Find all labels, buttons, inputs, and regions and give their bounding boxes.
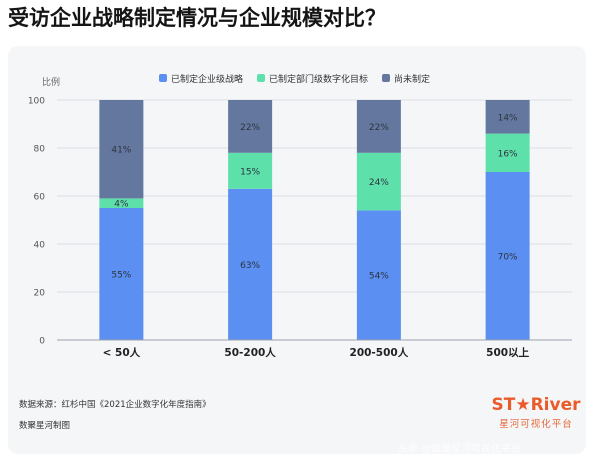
legend-swatch-series3 [382, 74, 391, 82]
data-label: 41% [111, 146, 131, 156]
legend-label-series3: 尚未制定 [394, 74, 431, 85]
bar-segment-series2 [485, 133, 530, 172]
legend-label-series2: 已制定部门级数字化目标 [269, 74, 369, 85]
page-title: 受访企业战略制定情况与企业规模对比？ [8, 6, 386, 30]
data-label: 22% [240, 123, 260, 133]
data-source-note: 数据来源：红杉中国《2021企业数字化年度指南》 [19, 400, 211, 410]
data-label: 16% [498, 149, 518, 159]
y-tick-label: 60 [34, 193, 46, 203]
bar-segment-series1 [485, 172, 530, 340]
x-tick-label: 500以上 [486, 346, 529, 359]
brand-block: ST★River 星河可视化平台 [490, 395, 582, 430]
bar-segment-series3 [99, 100, 144, 199]
y-axis-label: 比例 [42, 76, 60, 88]
bar-segment-series2 [99, 198, 144, 208]
chart-legend: 已制定企业级战略 已制定部门级数字化目标 尚未制定 [159, 71, 430, 85]
bar-segment-series2 [228, 152, 273, 189]
y-tick-label: 80 [34, 145, 46, 155]
data-label: 54% [369, 272, 389, 282]
bar-segment-series1 [228, 188, 273, 340]
legend-swatch-series1 [159, 74, 167, 82]
x-tick-label: 50-200人 [224, 346, 276, 359]
data-label: 55% [111, 271, 131, 281]
legend-swatch-series2 [257, 74, 266, 82]
data-label: 63% [240, 261, 260, 271]
data-label: 4% [114, 200, 129, 210]
watermark-text: 头条 @数聚星河可视化平台 [398, 444, 522, 455]
bar-segment-series3 [228, 100, 273, 153]
brand-subtitle: 星河可视化平台 [499, 419, 573, 430]
legend-item-series1: 已制定企业级战略 [159, 72, 243, 85]
y-tick-label: 100 [28, 97, 45, 107]
bar-segment-series3 [356, 100, 401, 153]
data-label: 70% [498, 253, 518, 263]
data-label: 22% [369, 123, 389, 133]
x-tick-label: < 50人 [103, 346, 141, 359]
bar-segment-series2 [356, 152, 401, 211]
legend-label-series1: 已制定企业级战略 [171, 74, 244, 85]
bar-segment-series3 [485, 100, 530, 134]
legend-item-series2: 已制定部门级数字化目标 [257, 72, 368, 85]
data-label: 24% [369, 178, 389, 188]
data-label: 15% [240, 167, 260, 177]
y-tick-label: 40 [34, 241, 46, 251]
legend-item-series3: 尚未制定 [382, 72, 430, 85]
chart-maker-note: 数聚星河制图 [19, 421, 71, 431]
bar-segment-series1 [99, 208, 144, 340]
bar-segment-series1 [356, 210, 401, 340]
data-label: 14% [498, 113, 518, 123]
y-tick-label: 20 [34, 289, 46, 299]
brand-logo: ST★River [491, 395, 581, 415]
x-tick-label: 200-500人 [350, 346, 409, 359]
y-tick-label: 0 [39, 337, 45, 347]
